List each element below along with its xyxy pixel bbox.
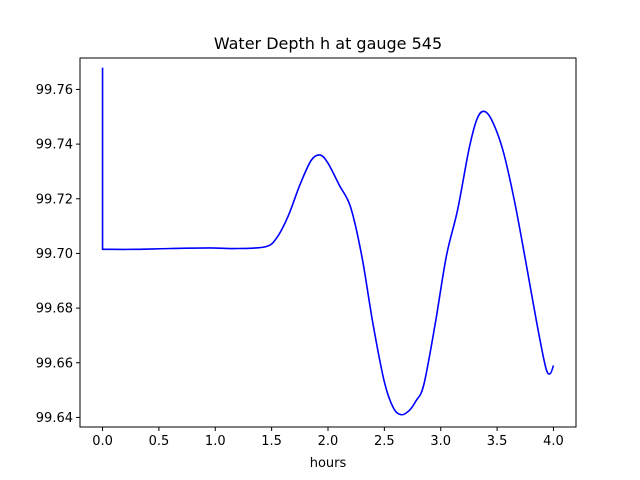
x-tick-label: 4.0 xyxy=(543,434,564,449)
x-tick-label: 1.0 xyxy=(205,434,226,449)
x-tick-label: 3.5 xyxy=(487,434,508,449)
y-tick-label: 99.68 xyxy=(36,302,73,317)
x-tick-label: 3.0 xyxy=(430,434,451,449)
series-line xyxy=(101,67,555,416)
y-tick-label: 99.74 xyxy=(36,138,73,153)
plot-area xyxy=(101,67,555,416)
y-tick-label: 99.72 xyxy=(36,192,73,207)
axis-ticks: 0.0 0.5 1.0 1.5 2.0 2.5 3.0 3.5 4.0 99.64 99.66 99.… xyxy=(36,83,564,449)
chart-title: Water Depth h at gauge 545 xyxy=(214,34,442,53)
x-tick-label: 1.5 xyxy=(261,434,282,449)
y-tick-label: 99.76 xyxy=(36,83,73,98)
x-tick-label: 0.0 xyxy=(92,434,113,449)
x-tick-label: 2.0 xyxy=(318,434,339,449)
x-tick-label: 2.5 xyxy=(374,434,395,449)
x-tick-label: 0.5 xyxy=(149,434,170,449)
y-tick-label: 99.66 xyxy=(36,356,73,371)
y-tick-label: 99.64 xyxy=(36,411,73,426)
x-axis-label: hours xyxy=(310,456,347,471)
y-tick-label: 99.70 xyxy=(36,247,73,262)
plot-frame xyxy=(79,57,577,428)
